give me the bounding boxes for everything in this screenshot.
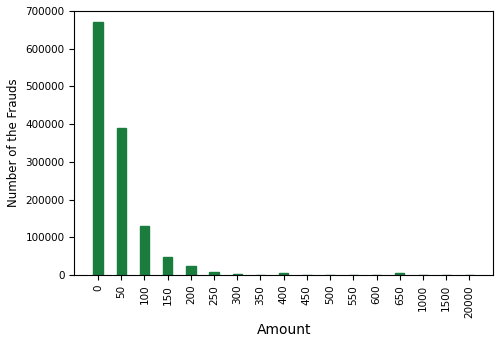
Bar (94, 22, 102, 275)
Bar (116, 128, 126, 275)
Bar (232, 274, 242, 275)
Y-axis label: Number of the Frauds: Number of the Frauds (7, 79, 20, 207)
Bar (186, 267, 196, 275)
Bar (140, 226, 149, 275)
Bar (395, 273, 404, 275)
Bar (210, 272, 218, 275)
X-axis label: Amount: Amount (256, 323, 311, 337)
Bar (163, 257, 172, 275)
Bar (279, 273, 288, 275)
